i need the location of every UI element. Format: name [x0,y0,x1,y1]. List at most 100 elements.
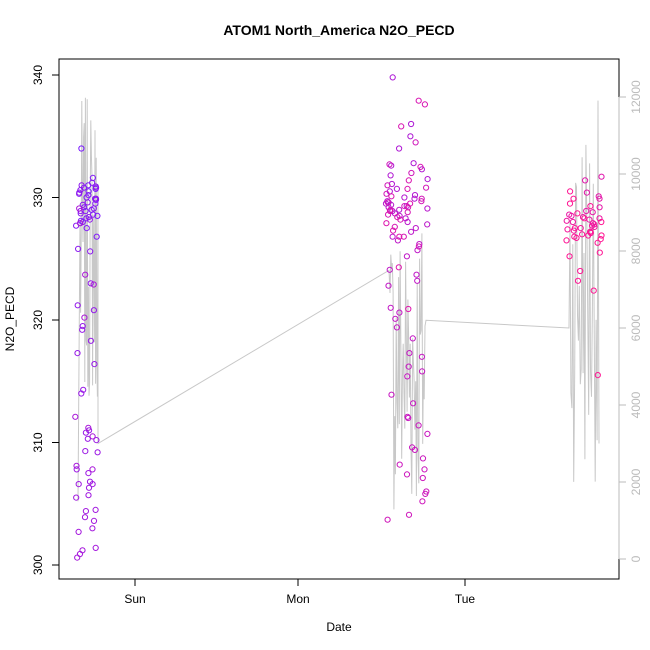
data-point [577,267,584,275]
data-point [386,207,394,215]
data-point [91,361,98,368]
altitude-line [77,97,600,510]
data-point [92,506,99,513]
data-point [412,139,419,146]
altitude-line-layer [77,97,600,510]
data-point [422,490,429,497]
x-tick-label: Sun [124,592,145,606]
data-point [388,391,395,398]
data-point [384,516,391,523]
data-point [78,182,85,189]
data-point [384,199,391,206]
data-point [590,287,597,294]
data-point [401,194,408,201]
data-point [403,253,410,260]
data-point [406,350,413,357]
data-point [92,195,100,202]
data-point [393,324,400,331]
data-point [416,241,423,248]
data-point [388,193,395,200]
data-point [396,145,403,152]
data-point [418,195,425,202]
data-point [93,233,100,240]
data-point [571,225,579,232]
data-point [415,97,422,104]
data-point [424,430,431,437]
data-point [567,188,574,195]
y-axis-label: N2O_PECD [3,286,17,351]
data-point [577,225,584,232]
data-point [89,481,96,488]
data-point [404,218,411,226]
data-point [581,215,588,222]
data-point [76,550,84,558]
data-point [583,207,590,215]
data-point [566,200,574,207]
chart-title: ATOM1 North_America N2O_PECD [223,22,454,38]
y-tick-label: 320 [31,310,45,330]
data-point [385,282,392,289]
data-point [85,484,93,491]
data-point [405,363,412,370]
y2-tick-label: 2000 [629,468,643,495]
data-point [582,177,589,184]
data-point [394,237,401,244]
data-point [405,305,412,313]
y-tick-label: 310 [31,432,45,452]
data-point [583,189,591,196]
data-point [408,120,415,128]
data-point [404,185,411,192]
data-point [383,220,390,227]
data-point [396,206,403,213]
data-point [405,204,412,211]
data-point [85,188,92,195]
y2-tick-label: 0 [629,555,643,562]
data-point [89,433,96,440]
data-point [405,511,413,518]
data-point [394,214,401,221]
data-point [409,335,416,342]
data-point [598,218,605,226]
data-point [85,470,92,477]
data-point [90,205,97,212]
data-point [566,253,573,260]
y-tick-label: 330 [31,187,45,207]
data-point [573,234,580,241]
data-point [90,281,97,288]
data-point [405,177,412,184]
data-point [393,185,400,192]
data-point [85,492,92,499]
data-point [387,304,394,311]
data-point [594,372,601,379]
data-point [418,198,425,205]
data-point [87,337,95,344]
data-point [81,314,88,321]
data-point [78,390,85,397]
data-point [89,179,96,186]
data-point [383,190,390,197]
data-point [86,216,93,223]
data-point [424,205,431,212]
data-point [594,239,601,246]
data-point [79,326,86,333]
data-point [411,446,418,453]
data-point [74,554,81,561]
data-point [579,231,586,238]
data-point [396,461,403,468]
data-point [90,517,98,525]
data-point [76,205,83,212]
data-point [389,74,396,81]
data-point [389,233,396,240]
data-point [421,101,428,108]
data-point [568,212,575,219]
data-point [84,435,91,442]
data-point [396,233,403,240]
y2-tick-label: 10000 [629,157,643,191]
data-point [398,123,405,130]
data-point [404,373,411,380]
data-point [404,209,411,216]
data-point [569,218,577,226]
scatter-points-layer [72,74,605,561]
data-point [82,448,89,455]
